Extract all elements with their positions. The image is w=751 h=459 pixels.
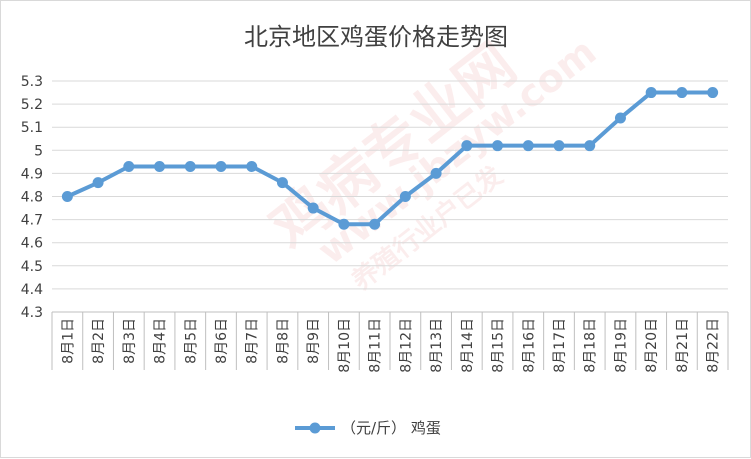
x-tick-label: 8月15日 [491, 318, 507, 373]
x-tick-label: 8月4日 [153, 318, 169, 364]
x-tick-label: 8月5日 [183, 318, 199, 364]
x-tick-label: 8月21日 [675, 318, 691, 373]
legend-label: （元/斤） 鸡蛋 [341, 419, 441, 437]
data-point [184, 160, 196, 172]
series-line [66, 90, 713, 227]
data-point [553, 140, 565, 152]
x-tick-label: 8月22日 [706, 318, 722, 373]
x-tick-label: 8月11日 [368, 318, 384, 373]
y-tick-label: 4.6 [21, 236, 43, 252]
data-point [645, 87, 657, 99]
x-tick-label: 8月1日 [60, 318, 76, 364]
y-axis-ticks: 4.3 4.4 4.5 4.6 4.7 4.8 4.9 5 5.1 5.2 5.3 [21, 74, 43, 321]
data-point [276, 177, 288, 189]
x-tick-label: 8月10日 [337, 318, 353, 373]
data-point [154, 160, 166, 172]
data-point [430, 167, 442, 179]
legend: （元/斤） 鸡蛋 [295, 419, 441, 437]
x-tick-label: 8月8日 [275, 318, 291, 364]
y-tick-label: 4.4 [21, 282, 43, 298]
y-tick-label: 4.7 [21, 213, 43, 229]
y-tick-label: 5.1 [21, 120, 43, 136]
data-point [584, 140, 596, 152]
data-point [522, 140, 534, 152]
y-tick-label: 4.3 [21, 305, 43, 321]
data-point [338, 218, 350, 230]
data-point [461, 140, 473, 152]
watermark: 鸡病专业网 www.jbzyw.com 养殖行业户已发 [258, 29, 605, 297]
x-tick-label: 8月2日 [91, 318, 107, 364]
gridlines [52, 80, 728, 313]
series-layer [61, 87, 719, 230]
x-tick-label: 8月14日 [460, 318, 476, 373]
data-point [369, 218, 381, 230]
data-point [92, 177, 104, 189]
x-tick-label: 8月13日 [429, 318, 445, 373]
x-tick-label: 8月18日 [583, 318, 599, 373]
data-point [215, 160, 227, 172]
data-point [614, 112, 626, 124]
x-tick-label: 8月20日 [644, 318, 660, 373]
x-tick-label: 8月3日 [122, 318, 138, 364]
x-axis-ticks: 8月1日 8月2日 8月3日 8月4日 8月5日 8月6日 8月7日 8月8日 8月9日 8月10… [51, 312, 729, 373]
x-tick-label: 8月7日 [245, 318, 261, 364]
chart-title: 北京地区鸡蛋价格走势图 [244, 23, 508, 51]
x-tick-label: 8月9日 [306, 318, 322, 364]
y-tick-label: 5.2 [21, 97, 43, 113]
x-tick-label: 8月17日 [552, 318, 568, 373]
y-tick-label: 4.9 [21, 166, 43, 182]
data-point [707, 87, 719, 99]
data-point [123, 160, 135, 172]
data-point [307, 202, 319, 214]
legend-marker [309, 422, 321, 434]
y-tick-label: 4.5 [21, 259, 43, 275]
x-tick-label: 8月6日 [214, 318, 230, 364]
y-tick-label: 5 [34, 143, 43, 159]
data-point [492, 140, 504, 152]
x-tick-label: 8月12日 [398, 318, 414, 373]
x-tick-label: 8月16日 [521, 318, 537, 373]
data-point [246, 160, 258, 172]
data-point [61, 191, 73, 202]
data-point [676, 87, 688, 99]
data-point [399, 191, 411, 202]
x-tick-label: 8月19日 [613, 318, 629, 373]
y-tick-label: 4.8 [21, 190, 43, 206]
y-tick-label: 5.3 [21, 74, 43, 90]
